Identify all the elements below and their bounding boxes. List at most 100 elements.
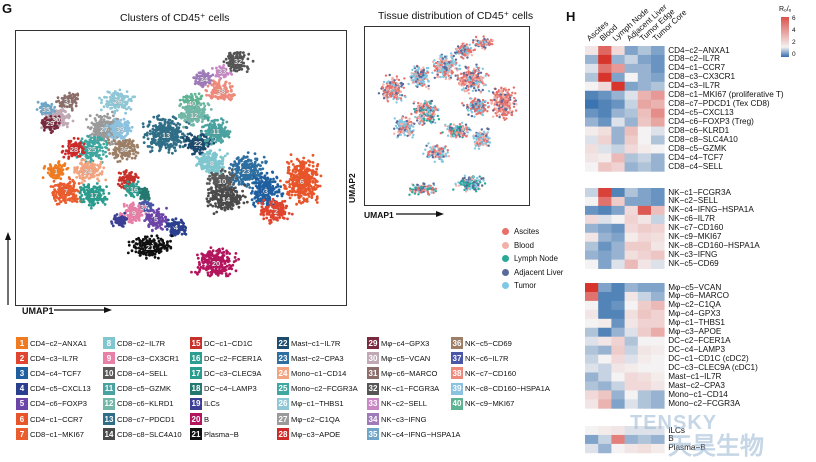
cluster-11-point [206,139,209,143]
cluster-13-point [154,125,158,129]
cluster-27-point [99,124,103,127]
cluster-13-point [167,151,171,154]
cluster-35-point [49,105,53,108]
cluster-8-point [214,163,218,167]
cluster-39-point [126,124,130,128]
cluster-18-point [137,187,141,191]
cluster-13-point [168,118,172,122]
cluster-3-point [276,194,279,198]
cluster-24-point [102,166,106,170]
cluster-16-point [124,193,128,197]
cluster-3-point [251,190,254,193]
cluster-4-point [166,218,170,222]
cluster-34-point [196,81,200,85]
cluster-27-point [105,115,109,119]
cluster-1-point [48,163,52,166]
cluster-17-point [103,203,107,206]
cluster-30-point [66,122,70,125]
cluster-2-point [284,204,288,208]
cluster-31-point [67,94,71,98]
cluster-36-point [114,150,118,154]
cluster-32-point [240,67,244,71]
cluster-18-point [143,186,147,190]
cluster-14-point [242,201,246,205]
cluster-26-point [113,109,117,113]
cluster-3-point [272,177,275,181]
cluster-36-point [133,148,136,151]
cluster-8-point [218,148,222,152]
cluster-17-point [107,192,111,195]
cluster-29-point [49,114,53,118]
cluster-17-point [92,203,95,207]
cluster-16-point [125,183,129,187]
cluster-28-point [64,152,67,156]
cluster-34-point [208,81,212,85]
cluster-7-point [73,189,76,193]
cluster-24-point [104,178,108,182]
cluster-4-point [183,225,187,229]
cluster-18-point [142,196,145,199]
cluster-36-point [127,142,131,145]
cluster-14-point [236,195,240,199]
cluster-17-point [80,194,84,197]
cluster-12-point [185,111,189,114]
cluster-25-point [91,154,95,157]
cluster-26-point [118,88,122,92]
cluster-38-point [230,97,234,101]
cluster-7-point [51,190,55,194]
cluster-34-point [197,71,201,75]
cluster-3-point [259,190,263,194]
cluster-32-point [222,60,226,64]
cluster-39-point [126,129,130,132]
cluster-25-point [93,137,96,141]
cluster-29-point [54,122,57,125]
cluster-11-point [220,117,223,121]
cluster-30-point [57,111,60,115]
cluster-13-point [149,150,152,154]
cluster-38-point [228,82,232,85]
cluster-25-point [84,139,88,143]
cluster-17-point [105,197,109,201]
cluster-36-point [134,154,138,158]
cluster-13-point [170,137,174,141]
cluster-27-point [88,114,92,118]
cluster-31-point [69,97,73,101]
cluster-31-point [71,92,75,96]
cluster-10-point [211,176,214,180]
cluster-26-point [105,99,109,103]
cluster-22-point [195,148,199,152]
cluster-27-point [97,131,101,135]
cluster-13-point [155,143,158,146]
cluster-35-point [53,109,57,113]
cluster-38-point [205,93,209,97]
cluster-26-point [99,108,103,112]
cluster-26-point [118,99,122,103]
cluster-19-point [114,220,118,224]
cluster-36-point [111,153,115,156]
cluster-7-point [55,196,59,200]
cluster-23-point [247,183,251,187]
cluster-27-point [112,114,115,118]
cluster-17-point [101,200,105,204]
cluster-7-point [72,192,75,196]
cluster-19-point [111,224,115,228]
cluster-7-point [77,182,81,185]
cluster-27-point [101,131,105,135]
cluster-8-point [200,166,204,170]
cluster-28-point [70,154,74,158]
cluster-26-point [113,111,117,115]
cluster-11-point [211,139,215,143]
cluster-14-point [214,192,218,196]
cluster-27-point [90,121,94,125]
cluster-15-point [125,169,128,172]
cluster-39-point [123,134,127,138]
cluster-25-point [87,135,91,138]
cluster-26-point [123,100,127,104]
cluster-9-point [127,214,131,218]
cluster-17-point [79,191,82,195]
cluster-24-point [80,162,83,166]
cluster-13-point [146,125,150,128]
cluster-7-point [60,183,63,187]
cluster-5-point [157,207,161,211]
cluster-8-point [218,162,222,165]
